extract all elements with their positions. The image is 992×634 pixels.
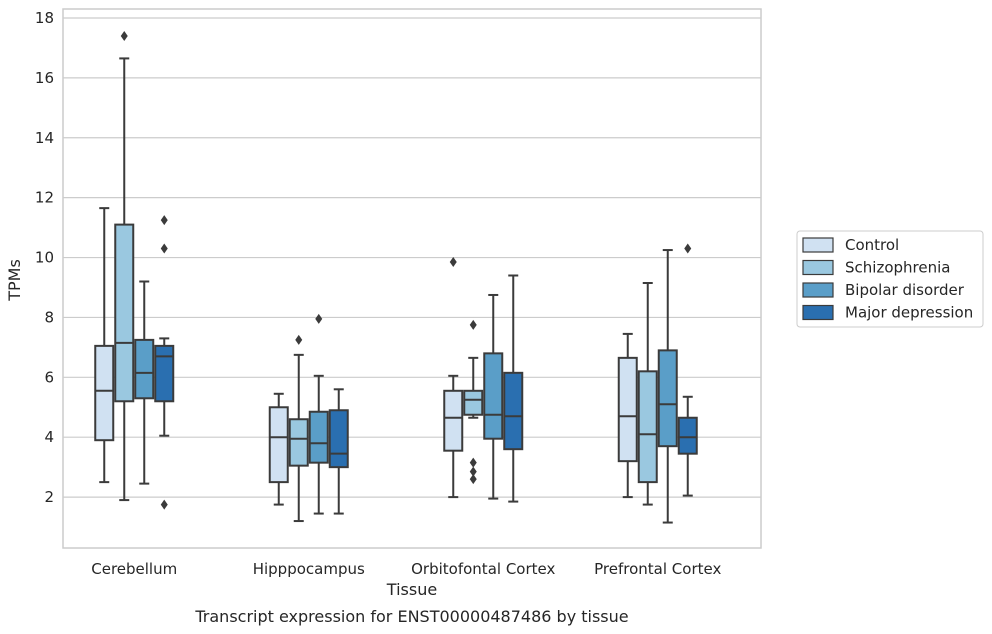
- outlier-point: [160, 215, 168, 226]
- legend-label: Bipolar disorder: [845, 281, 965, 299]
- legend-swatch: [802, 282, 834, 298]
- y-tick-label: 14: [35, 129, 54, 147]
- boxes: [94, 30, 698, 524]
- box-schizophrenia: [114, 30, 135, 502]
- box-iqr: [637, 370, 658, 484]
- box-control: [443, 257, 464, 499]
- legend-label: Schizophrenia: [845, 259, 950, 277]
- box-bipolar-disorder: [483, 293, 504, 500]
- box-iqr: [617, 356, 638, 463]
- x-tick-label: Hipppocampus: [253, 560, 365, 578]
- outlier-point: [120, 30, 128, 41]
- y-tick-label: 4: [44, 428, 54, 446]
- x-tick-label: Prefrontal Cortex: [594, 560, 721, 578]
- x-tick-label: Orbitofontal Cortex: [411, 560, 555, 578]
- box-iqr: [154, 344, 175, 403]
- box-iqr: [268, 406, 289, 484]
- box-schizophrenia: [637, 281, 658, 506]
- box-major-depression: [677, 243, 698, 497]
- box-major-depression: [503, 274, 524, 503]
- box-schizophrenia: [463, 319, 484, 485]
- box-bipolar-disorder: [134, 280, 155, 485]
- chart-caption: Transcript expression for ENST0000048748…: [194, 607, 628, 626]
- box-bipolar-disorder: [657, 249, 678, 524]
- outlier-point: [315, 313, 323, 324]
- box-iqr: [483, 352, 504, 440]
- x-tick-label: Cerebellum: [91, 560, 177, 578]
- outlier-point: [295, 334, 303, 345]
- x-axis-label: Tissue: [386, 580, 437, 599]
- plot-frame: [62, 8, 762, 549]
- legend-swatch: [802, 304, 834, 321]
- box-bipolar-disorder: [308, 313, 329, 515]
- outlier-point: [469, 457, 477, 468]
- legend-swatch: [802, 259, 834, 276]
- y-tick-label: 2: [44, 488, 54, 506]
- box-iqr: [288, 418, 309, 467]
- box-iqr: [308, 410, 329, 464]
- legend: Control Schizophrenia Bipolar disorder Majo…: [796, 230, 984, 328]
- legend-frame: [796, 230, 984, 328]
- outlier-point: [469, 319, 477, 330]
- y-tick-label: 10: [35, 249, 54, 267]
- box-iqr: [657, 349, 678, 448]
- box-iqr: [503, 371, 524, 451]
- outlier-point: [160, 243, 168, 254]
- y-tick-label: 8: [44, 308, 54, 326]
- box-major-depression: [328, 388, 349, 515]
- y-axis-label: TPMs: [5, 259, 24, 302]
- outlier-point: [469, 466, 477, 477]
- outlier-point: [684, 243, 692, 254]
- y-tick-label: 16: [35, 69, 54, 87]
- box-control: [94, 207, 115, 484]
- box-iqr: [134, 338, 155, 400]
- x-tick-labels: Cerebellum Hipppocampus Orbitofontal Corte…: [91, 560, 721, 578]
- box-schizophrenia: [288, 334, 309, 523]
- y-tick-label: 12: [35, 189, 54, 207]
- legend-swatch: [802, 237, 834, 253]
- y-tick-label: 18: [35, 9, 54, 27]
- box-iqr: [443, 389, 464, 452]
- box-iqr: [328, 409, 349, 469]
- grid-lines: [63, 17, 761, 498]
- legend-label: Control: [845, 236, 899, 254]
- outlier-point: [469, 474, 477, 485]
- box-control: [617, 332, 638, 499]
- legend-label: Major depression: [845, 304, 973, 322]
- outlier-point: [449, 257, 457, 268]
- box-major-depression: [154, 215, 175, 510]
- y-tick-labels: 2 4 6 8 10 12 14 16 18: [35, 9, 54, 506]
- box-iqr: [677, 416, 698, 455]
- box-control: [268, 392, 289, 506]
- y-tick-label: 6: [44, 368, 54, 386]
- box-iqr: [463, 389, 484, 416]
- outlier-point: [160, 499, 168, 510]
- box-iqr: [94, 344, 115, 442]
- box-iqr: [114, 223, 135, 403]
